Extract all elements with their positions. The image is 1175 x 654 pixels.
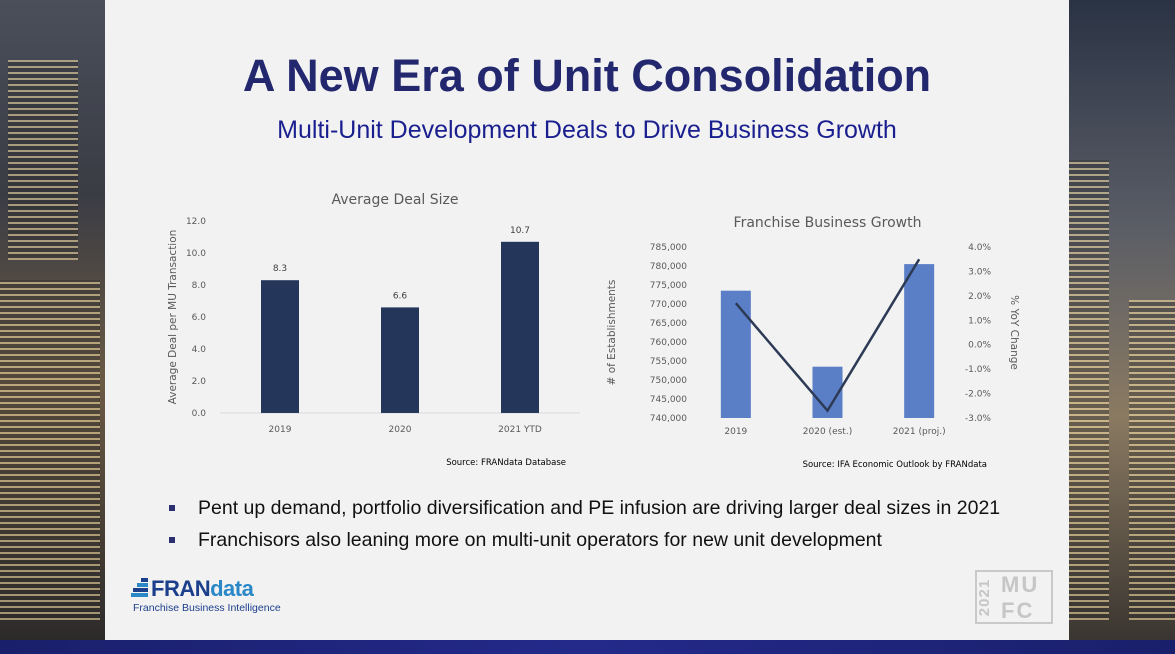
y2-tick-label: -3.0% <box>965 414 992 424</box>
line-series <box>734 258 921 413</box>
bar <box>501 241 539 413</box>
y2-axis-label: % YoY Change <box>1008 295 1020 370</box>
chart-title: Average Deal Size <box>332 192 459 208</box>
y-tick-label: 0.0 <box>192 409 207 419</box>
y-tick-label: 765,000 <box>650 319 687 329</box>
y-tick-label: 750,000 <box>650 376 687 386</box>
bullet-item: Pent up demand, portfolio diversificatio… <box>165 497 1065 520</box>
bar <box>720 290 751 418</box>
y-tick-label: 10.0 <box>186 249 206 259</box>
mufc-badge: 2021 MU FC <box>975 570 1053 624</box>
y-tick-label: 780,000 <box>650 262 687 272</box>
chart-franchise-business-growth: Franchise Business Growth # of Establishm… <box>585 205 1025 475</box>
frandata-logo: FRANdata Franchise Business Intelligence <box>131 576 281 614</box>
bar <box>261 280 299 413</box>
y-tick-label: 12.0 <box>186 217 206 227</box>
x-tick-label: 2020 <box>389 425 412 435</box>
slide-subtitle: Multi-Unit Development Deals to Drive Bu… <box>277 116 897 144</box>
chart-title: Franchise Business Growth <box>734 215 922 231</box>
mufc-badge-year: 2021 <box>976 574 997 620</box>
y2-tick-label: 0.0% <box>968 341 991 351</box>
x-tick-label: 2021 (proj.) <box>893 427 946 437</box>
bar <box>381 307 419 413</box>
data-label: 6.6 <box>393 291 408 301</box>
chart-average-deal-size: Average Deal Size Average Deal per MU Tra… <box>150 183 590 473</box>
y2-tick-label: 1.0% <box>968 316 991 326</box>
y2-tick-label: -1.0% <box>965 365 992 375</box>
y-tick-label: 8.0 <box>192 281 207 291</box>
background-photo-right <box>1069 0 1175 640</box>
frandata-logo-mark-icon <box>131 578 148 597</box>
slide-title: A New Era of Unit Consolidation <box>242 50 932 101</box>
y-tick-label: 4.0 <box>192 345 207 355</box>
y-tick-label: 775,000 <box>650 281 687 291</box>
x-tick-label: 2019 <box>724 427 747 437</box>
data-label: 8.3 <box>273 264 287 274</box>
frandata-logo-tagline: Franchise Business Intelligence <box>133 602 281 614</box>
y-tick-label: 740,000 <box>650 414 687 424</box>
slide: A New Era of Unit Consolidation Multi-Un… <box>105 0 1069 640</box>
y2-tick-label: 2.0% <box>968 292 991 302</box>
y-tick-label: 6.0 <box>192 313 207 323</box>
bar <box>904 264 935 418</box>
bullet-item: Franchisors also leaning more on multi-u… <box>165 529 1065 552</box>
y2-tick-label: 3.0% <box>968 267 991 277</box>
y-tick-label: 760,000 <box>650 338 687 348</box>
y2-tick-label: 4.0% <box>968 243 991 253</box>
chart-source: Source: FRANdata Database <box>446 458 566 468</box>
background-photo-left <box>0 0 105 640</box>
y-axis-label: Average Deal per MU Transaction <box>167 230 179 405</box>
bullet-marker <box>169 537 175 543</box>
frandata-logo-word: FRANdata <box>151 576 254 602</box>
y-tick-label: 755,000 <box>650 357 687 367</box>
bullet-text: Franchisors also leaning more on multi-u… <box>198 529 882 551</box>
x-tick-label: 2020 (est.) <box>803 427 852 437</box>
y-tick-label: 770,000 <box>650 300 687 310</box>
y-tick-label: 745,000 <box>650 395 687 405</box>
mufc-badge-line1: MU <box>1001 572 1040 597</box>
bullet-text: Pent up demand, portfolio diversificatio… <box>198 497 1001 519</box>
footer-bar <box>0 640 1175 654</box>
frandata-logo-word-b: data <box>210 576 254 601</box>
bullet-marker <box>169 505 175 511</box>
bullet-list: Pent up demand, portfolio diversificatio… <box>165 497 1065 561</box>
x-tick-label: 2021 YTD <box>498 425 542 435</box>
x-tick-label: 2019 <box>269 425 292 435</box>
chart-source: Source: IFA Economic Outlook by FRANdata <box>803 460 987 470</box>
data-label: 10.7 <box>510 226 530 236</box>
mufc-badge-year-text: 2021 <box>976 578 994 617</box>
y-axis-label: # of Establishments <box>606 280 618 386</box>
mufc-badge-line2: FC <box>1001 598 1035 623</box>
y2-tick-label: -2.0% <box>965 390 992 400</box>
chart-franchise-business-growth-svg: Franchise Business Growth # of Establishm… <box>606 215 1020 470</box>
y-tick-label: 2.0 <box>192 377 207 387</box>
frandata-logo-word-a: FRAN <box>151 576 211 601</box>
y-tick-label: 785,000 <box>650 243 687 253</box>
chart-average-deal-size-svg: Average Deal Size Average Deal per MU Tra… <box>167 192 580 468</box>
